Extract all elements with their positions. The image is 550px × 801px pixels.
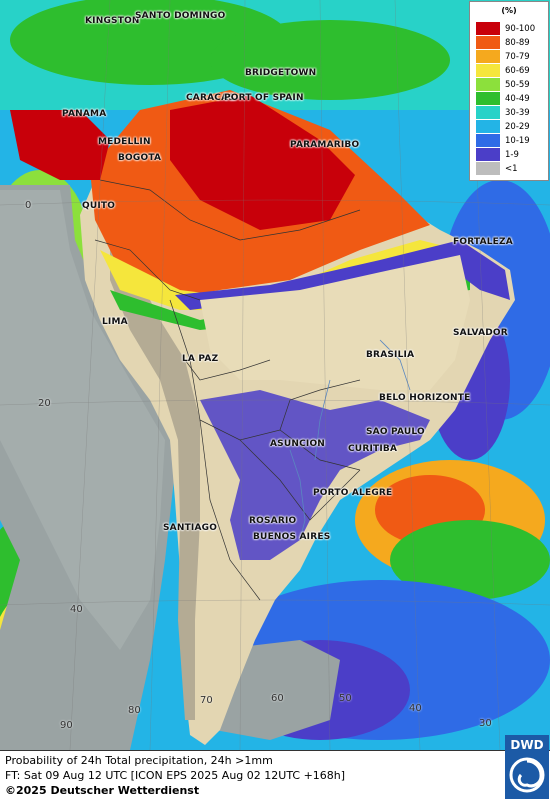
city-label-rosario: ROSARIO: [249, 516, 297, 526]
legend-label: 60-69: [505, 65, 530, 76]
precip-north-yellow-band: [100, 240, 460, 310]
city-label-belo-horizonte: BELO HORIZONTE: [379, 393, 471, 403]
city-label-bridgetown: BRIDGETOWN: [245, 68, 317, 78]
lat-label-20: 20: [38, 398, 51, 409]
country-borders: [94, 179, 361, 601]
city-label-curitiba: CURITIBA: [348, 444, 398, 454]
legend-swatch: [476, 77, 500, 92]
map-footer: Probability of 24h Total precipitation, …: [0, 750, 550, 801]
dwd-logo: DWD: [505, 735, 549, 799]
city-label-kingston: KINGSTON: [85, 16, 140, 26]
lon-label-90: 90: [60, 720, 73, 731]
lon-label-80: 80: [128, 705, 141, 716]
copyright: ©2025 Deutscher Wetterdienst: [5, 784, 200, 797]
city-label-lima: LIMA: [102, 317, 128, 327]
legend-label: 50-59: [505, 79, 530, 90]
precip-north-red-west: [10, 110, 110, 180]
dry-zone-south-atlantic: [215, 640, 340, 740]
legend-swatch: [476, 63, 500, 78]
dwd-logo-swirl-icon: [509, 757, 545, 793]
legend-label: 80-89: [505, 37, 530, 48]
legend-row: 90-100: [476, 21, 536, 36]
legend-label: 40-49: [505, 93, 530, 104]
city-label-santo-domingo: SANTO DOMINGO: [135, 11, 226, 21]
forecast-time: FT: Sat 09 Aug 12 UTC [ICON EPS 2025 Aug…: [5, 769, 346, 782]
field-green-carib2: [210, 20, 450, 100]
legend-swatch: [476, 35, 500, 50]
dry-zone-pacific-inner: [0, 190, 165, 650]
city-label-quito: QUITO: [82, 201, 116, 211]
andes-terrain: [110, 230, 200, 720]
legend-label: <1: [505, 163, 518, 174]
field-green-se: [390, 520, 550, 600]
legend-swatch: [476, 91, 500, 106]
legend-row: 20-29: [476, 119, 530, 134]
legend-swatch: [476, 49, 500, 64]
city-label-fortaleza: FORTALEZA: [453, 237, 513, 247]
city-label-paramaribo: PARAMARIBO: [290, 140, 360, 150]
city-label-sao-paulo: SAO PAULO: [366, 427, 425, 437]
city-label-la-paz: LA PAZ: [182, 354, 219, 364]
legend-row: 30-39: [476, 105, 530, 120]
city-label-panama: PANAMA: [62, 109, 107, 119]
city-label-salvador: SALVADOR: [453, 328, 508, 338]
legend-label: 90-100: [505, 23, 536, 34]
precip-brazil-dry: [200, 255, 470, 390]
legend-swatch: [476, 21, 500, 36]
legend-row: 40-49: [476, 91, 530, 106]
legend-row: 10-19: [476, 133, 530, 148]
legend-label: 1-9: [505, 149, 519, 160]
legend-row: 50-59: [476, 77, 530, 92]
lon-label-70: 70: [200, 695, 213, 706]
precip-purple-border: [175, 240, 510, 310]
precip-north-red: [170, 95, 355, 230]
legend-row: 70-79: [476, 49, 530, 64]
legend-swatch: [476, 161, 500, 176]
lon-label-60: 60: [271, 693, 284, 704]
graticule: [0, 0, 550, 750]
city-label-bogota: BOGOTA: [118, 153, 162, 163]
legend-unit: (%): [501, 6, 517, 15]
precipitation-map: [0, 0, 550, 750]
map-legend: (%) 90-100 80-89 70-79 60-69 50-59 40-49 30-39…: [469, 1, 549, 181]
lon-label-40: 40: [409, 703, 422, 714]
city-label-porto-alegre: PORTO ALEGRE: [313, 488, 393, 498]
city-label-asuncion: ASUNCION: [270, 439, 326, 449]
legend-swatch: [476, 133, 500, 148]
dwd-logo-text: DWD: [510, 738, 544, 752]
lat-label-0: 0: [25, 200, 32, 211]
legend-row: 1-9: [476, 147, 519, 162]
legend-row: 60-69: [476, 63, 530, 78]
city-label-port-of-spain: PORT OF SPAIN: [224, 93, 304, 103]
lon-label-50: 50: [339, 693, 352, 704]
precip-south-purple: [200, 390, 430, 560]
city-label-caracas: CARACAS: [186, 93, 235, 103]
lon-label-30: 30: [479, 718, 492, 729]
legend-row: 80-89: [476, 35, 530, 50]
city-label-santiago: SANTIAGO: [163, 523, 218, 533]
legend-label: 30-39: [505, 107, 530, 118]
city-label-medellin: MEDELLIN: [98, 137, 151, 147]
lat-label-40: 40: [70, 604, 83, 615]
rivers: [289, 339, 411, 541]
legend-label: 20-29: [505, 121, 530, 132]
legend-swatch: [476, 105, 500, 120]
product-title: Probability of 24h Total precipitation, …: [5, 754, 273, 767]
legend-swatch: [476, 119, 500, 134]
legend-row: <1: [476, 161, 518, 176]
city-label-brasilia: BRASILIA: [366, 350, 415, 360]
legend-swatch: [476, 147, 500, 162]
legend-label: 10-19: [505, 135, 530, 146]
city-label-buenos-aires: BUENOS AIRES: [253, 532, 331, 542]
legend-label: 70-79: [505, 51, 530, 62]
